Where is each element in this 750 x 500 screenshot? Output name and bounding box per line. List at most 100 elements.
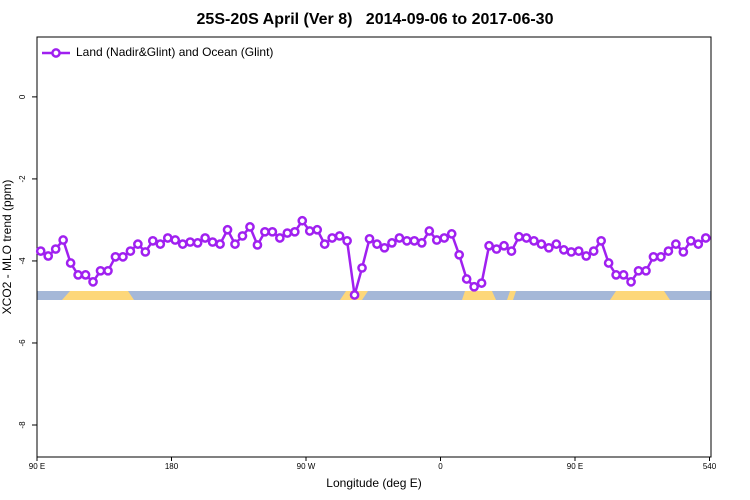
- data-point: [327, 233, 338, 243]
- data-point: [484, 240, 494, 251]
- data-point: [125, 246, 136, 256]
- data-point: [558, 245, 569, 255]
- data-point: [379, 242, 390, 253]
- data-point: [566, 247, 577, 257]
- data-point: [693, 239, 704, 249]
- data-point: [588, 246, 599, 256]
- data-point: [491, 244, 502, 254]
- data-point: [319, 239, 330, 249]
- data-point: [596, 235, 607, 246]
- land-ocean-strip: [37, 291, 711, 300]
- data-point: [245, 222, 255, 232]
- data-point: [394, 233, 405, 243]
- plot-frame: [36, 36, 712, 458]
- data-point: [685, 235, 696, 246]
- data-point: [446, 229, 457, 239]
- data-point: [671, 239, 681, 249]
- data-point: [260, 226, 270, 237]
- data-point: [230, 239, 240, 249]
- series-line: [40, 218, 707, 296]
- data-point: [200, 233, 210, 243]
- data-point: [648, 251, 659, 262]
- data-point: [43, 251, 54, 261]
- data-point: [611, 270, 621, 280]
- data-point: [387, 238, 397, 248]
- y-tick-label: -8: [18, 421, 27, 429]
- x-tick-label: 0: [438, 462, 443, 471]
- data-point: [469, 281, 479, 292]
- data-point: [297, 215, 308, 226]
- data-point: [424, 226, 435, 236]
- data-point: [476, 278, 487, 288]
- data-point: [155, 239, 166, 249]
- data-point: [185, 237, 196, 247]
- data-point: [133, 239, 143, 249]
- data-point: [678, 247, 689, 257]
- data-point: [603, 258, 614, 268]
- data-point: [461, 274, 472, 284]
- data-point: [162, 233, 173, 243]
- data-point: [118, 251, 128, 262]
- data-point: [177, 239, 188, 249]
- x-tick-label: 90 E: [29, 462, 45, 471]
- data-point: [641, 265, 651, 276]
- data-point: [349, 290, 360, 300]
- y-tick-label: -6: [18, 339, 27, 347]
- data-point: [110, 251, 121, 262]
- data-point: [312, 224, 323, 235]
- data-point: [282, 228, 293, 238]
- x-axis-label: Longitude (deg E): [326, 476, 421, 490]
- data-point: [439, 233, 450, 243]
- data-point: [633, 265, 644, 276]
- data-point: [207, 237, 218, 247]
- y-tick-label: 0: [18, 94, 27, 99]
- data-point: [334, 231, 345, 241]
- legend-label: Land (Nadir&Glint) and Ocean (Glint): [76, 45, 273, 59]
- data-point: [95, 265, 106, 276]
- data-point: [274, 233, 285, 243]
- data-point: [551, 239, 562, 249]
- data-point: [402, 235, 412, 246]
- data-point: [626, 277, 636, 287]
- data-point: [536, 239, 547, 249]
- data-point: [544, 242, 554, 253]
- data-point: [170, 235, 181, 245]
- y-tick-label: -2: [18, 175, 27, 183]
- data-point: [506, 246, 517, 256]
- data-point: [80, 270, 91, 280]
- data-point: [215, 239, 225, 249]
- data-point: [529, 235, 539, 246]
- x-tick-label: 90 W: [297, 462, 316, 471]
- data-point: [237, 231, 248, 241]
- legend-marker: [51, 48, 61, 58]
- data-point: [222, 224, 233, 235]
- data-point: [65, 258, 76, 268]
- data-point: [581, 251, 592, 261]
- data-point: [50, 244, 61, 254]
- x-tick-label: 90 E: [567, 462, 583, 471]
- data-point: [357, 263, 367, 273]
- data-point: [73, 270, 83, 280]
- x-tick-label: 180: [165, 462, 179, 471]
- data-point: [372, 239, 382, 249]
- data-point: [252, 240, 263, 250]
- data-point: [88, 277, 98, 287]
- data-point: [192, 238, 203, 248]
- data-point: [140, 247, 151, 257]
- y-axis-label: XCO2 - MLO trend (ppm): [0, 180, 14, 315]
- data-point: [289, 226, 300, 237]
- data-point: [454, 249, 465, 260]
- data-point: [663, 246, 674, 256]
- data-point: [431, 235, 442, 245]
- data-point: [103, 265, 113, 276]
- data-point: [35, 246, 46, 256]
- data-point: [58, 235, 69, 245]
- data-point: [416, 238, 427, 248]
- data-point: [656, 251, 666, 262]
- data-point: [521, 233, 532, 243]
- y-tick-label: -4: [18, 257, 27, 265]
- data-point: [499, 240, 509, 251]
- data-point: [409, 235, 420, 246]
- data-point: [514, 231, 524, 242]
